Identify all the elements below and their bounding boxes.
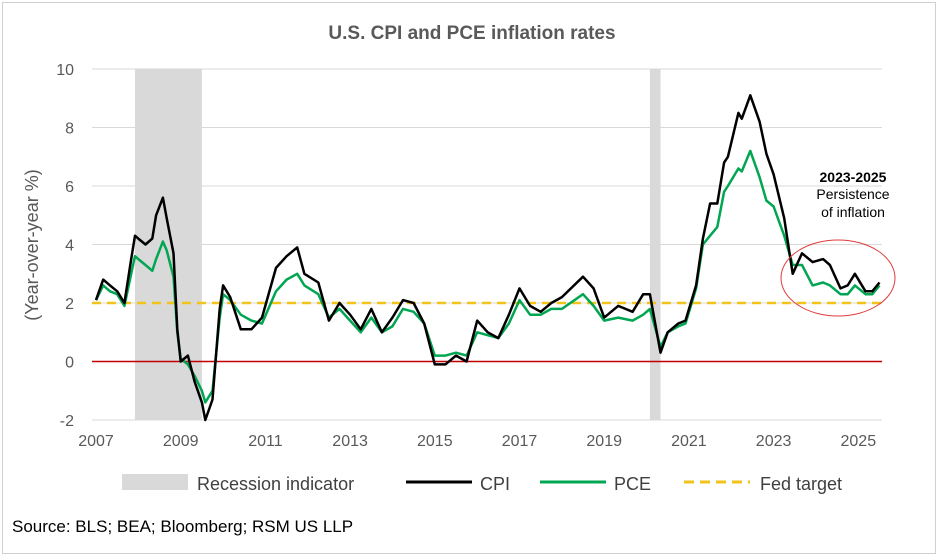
legend-swatch-recession (122, 474, 188, 490)
y-axis-label: (Year-over-year %) (22, 169, 42, 320)
legend: Recession indicator CPI PCE Fed target (122, 474, 842, 494)
source-note: Source: BLS; BEA; Bloomberg; RSM US LLP (12, 517, 353, 536)
x-tick-label: 2019 (586, 433, 622, 450)
x-tick-label: 2009 (163, 433, 199, 450)
y-tick-label: -2 (60, 413, 74, 430)
x-tick-label: 2011 (248, 433, 283, 450)
y-tick-label: 6 (65, 179, 74, 196)
legend-label-cpi: CPI (480, 474, 510, 494)
annotation: 2023-2025 Persistence of inflation (780, 169, 896, 317)
x-tick-label: 2015 (417, 433, 453, 450)
x-tick-label: 2021 (671, 433, 707, 450)
annotation-line2: of inflation (821, 204, 885, 220)
cpi-line (94, 94, 881, 422)
annotation-ellipse (780, 239, 896, 317)
y-tick-label: 0 (65, 355, 74, 372)
x-tick-label: 2013 (332, 433, 368, 450)
x-tick-label: 2017 (502, 433, 538, 450)
x-tick-label: 2007 (78, 433, 114, 450)
y-tick-label: 8 (65, 121, 74, 138)
legend-label-recession: Recession indicator (197, 474, 354, 494)
annotation-heading: 2023-2025 (820, 169, 887, 185)
chart-title: U.S. CPI and PCE inflation rates (328, 23, 615, 44)
y-tick-label: 2 (65, 296, 74, 313)
pce-line (94, 149, 881, 404)
legend-label-pce: PCE (614, 474, 651, 494)
x-tick-label: 2025 (841, 433, 877, 450)
y-tick-label: 10 (56, 62, 74, 79)
legend-label-fed-target: Fed target (760, 474, 842, 494)
x-tick-label: 2023 (756, 433, 792, 450)
y-tick-label: 4 (65, 238, 74, 255)
annotation-line1: Persistence (816, 186, 889, 202)
